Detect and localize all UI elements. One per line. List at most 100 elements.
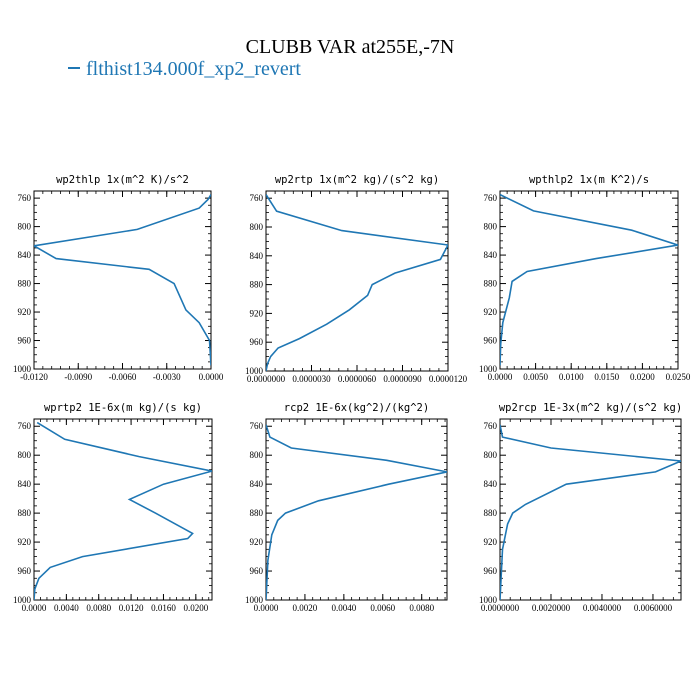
legend-entry: flthist134.000f_xp2_revert — [68, 58, 301, 81]
y-tick-label: 960 — [18, 336, 32, 346]
y-tick-label: 760 — [250, 193, 264, 203]
x-tick-label: 0.0060 — [370, 603, 395, 613]
y-tick-label: 800 — [18, 450, 32, 460]
x-tick-label: 0.0060000 — [634, 603, 673, 613]
x-tick-label: -0.0060 — [109, 372, 137, 382]
plot-frame — [33, 418, 213, 601]
y-tick-label: 1000 — [245, 366, 264, 376]
y-tick-label: 960 — [484, 566, 498, 576]
y-tick-label: 880 — [250, 280, 264, 290]
x-tick-label: 0.0080 — [86, 603, 111, 613]
y-tick-label: 920 — [250, 308, 264, 318]
x-tick-label: 0.0040000 — [583, 603, 622, 613]
x-tick-label: 0.0160 — [151, 603, 176, 613]
x-tick-label: 0.0200 — [183, 603, 208, 613]
x-tick-label: 0.0080 — [409, 603, 434, 613]
y-tick-label: 920 — [484, 537, 498, 547]
y-tick-label: 760 — [250, 421, 264, 431]
y-tick-label: 1000 — [479, 364, 498, 374]
panel-2: wp2rtp 1x(m^2 kg)/(s^2 kg) 760 800 840 880 92… — [245, 174, 468, 384]
panel-title: rcp2 1E-6x(kg^2)/(kg^2) — [284, 402, 429, 414]
x-tick-label: -0.0120 — [20, 372, 48, 382]
y-tick-label: 840 — [18, 479, 32, 489]
y-tick-label: 800 — [250, 222, 264, 232]
x-tick-label: 0.0120 — [119, 603, 144, 613]
series-line — [266, 194, 448, 371]
y-tick-label: 1000 — [13, 595, 32, 605]
y-tick-label: 960 — [484, 336, 498, 346]
x-tick-label: -0.0090 — [64, 372, 92, 382]
panel-title: wp2rcp 1E-3x(m^2 kg)/(s^2 kg) — [499, 402, 682, 414]
plot-frame — [265, 418, 448, 601]
y-tick-label: 880 — [18, 508, 32, 518]
y-tick-label: 920 — [250, 537, 264, 547]
legend-line-swatch — [68, 67, 80, 70]
x-tick-label: 0.0000000 — [481, 603, 520, 613]
x-tick-label: 0.0000000 — [247, 374, 286, 384]
series-line — [34, 421, 212, 600]
y-tick-label: 840 — [250, 251, 264, 261]
y-tick-label: 800 — [484, 450, 498, 460]
y-tick-label: 800 — [484, 222, 498, 232]
x-tick-label: 0.0000090 — [383, 374, 422, 384]
y-tick-label: 880 — [250, 508, 264, 518]
y-tick-label: 760 — [484, 421, 498, 431]
x-tick-label: 0.0040 — [54, 603, 79, 613]
y-tick-label: 920 — [18, 307, 32, 317]
plot-frame — [265, 190, 449, 372]
y-tick-label: 800 — [18, 222, 32, 232]
y-tick-label: 960 — [250, 566, 264, 576]
series-line — [34, 194, 211, 366]
panel-6: wp2rcp 1E-3x(m^2 kg)/(s^2 kg)760 800 840 88… — [479, 402, 682, 613]
series-line — [500, 424, 681, 600]
page-title: CLUBB VAR at255E,-7N — [245, 36, 455, 58]
panel-1: wp2thlp 1x(m^2 K)/s^2 760 800 840 880 920 960 1… — [13, 174, 224, 382]
x-tick-label: 0.0000 — [254, 603, 279, 613]
x-tick-label: 0.0020 — [293, 603, 318, 613]
panel-5: rcp2 1E-6x(kg^2)/(kg^2) 760 800 840 880 920 96… — [245, 402, 448, 613]
y-tick-label: 880 — [484, 279, 498, 289]
y-tick-label: 1000 — [13, 364, 32, 374]
x-tick-label: 0.0000 — [488, 372, 513, 382]
x-tick-label: 0.0150 — [594, 372, 619, 382]
y-tick-label: 960 — [18, 566, 32, 576]
x-tick-label: 0.0040 — [331, 603, 356, 613]
x-tick-label: 0.0000060 — [338, 374, 377, 384]
x-tick-label: 0.0000 — [199, 372, 224, 382]
legend-label: flthist134.000f_xp2_revert — [86, 58, 301, 80]
plot-frame — [33, 190, 212, 370]
y-tick-label: 920 — [18, 537, 32, 547]
plot-frame — [499, 418, 682, 601]
x-tick-label: 0.0200 — [630, 372, 655, 382]
y-tick-label: 920 — [484, 307, 498, 317]
y-tick-label: 1000 — [245, 595, 264, 605]
series-line — [500, 193, 678, 366]
panel-title: wpthlp2 1x(m K^2)/s — [529, 174, 649, 186]
panel-4: wprtp2 1E-6x(m kg)/(s kg) 760 800 840 880 920… — [13, 402, 213, 613]
y-tick-label: 880 — [484, 508, 498, 518]
y-tick-label: 1000 — [479, 595, 498, 605]
y-tick-label: 840 — [484, 479, 498, 489]
y-tick-label: 760 — [484, 193, 498, 203]
y-tick-label: 840 — [484, 250, 498, 260]
panel-title: wp2rtp 1x(m^2 kg)/(s^2 kg) — [275, 174, 439, 186]
y-tick-label: 800 — [250, 450, 264, 460]
y-tick-label: 840 — [250, 479, 264, 489]
x-tick-label: 0.0000120 — [429, 374, 468, 384]
x-tick-label: 0.0020000 — [532, 603, 571, 613]
panel-3: wpthlp2 1x(m K^2)/s 760 800 840 880 920 960 100… — [479, 174, 691, 382]
x-tick-label: -0.0030 — [153, 372, 181, 382]
x-tick-label: 0.0100 — [559, 372, 584, 382]
x-tick-label: 0.0050 — [523, 372, 548, 382]
y-tick-label: 880 — [18, 279, 32, 289]
y-tick-label: 960 — [250, 337, 264, 347]
y-tick-label: 760 — [18, 421, 32, 431]
x-tick-label: 0.0250 — [666, 372, 691, 382]
panel-title: wprtp2 1E-6x(m kg)/(s kg) — [44, 402, 202, 414]
y-tick-label: 760 — [18, 193, 32, 203]
panel-title: wp2thlp 1x(m^2 K)/s^2 — [56, 174, 189, 186]
series-line — [266, 424, 447, 600]
plot-frame — [499, 190, 679, 370]
x-tick-label: 0.0000030 — [292, 374, 331, 384]
